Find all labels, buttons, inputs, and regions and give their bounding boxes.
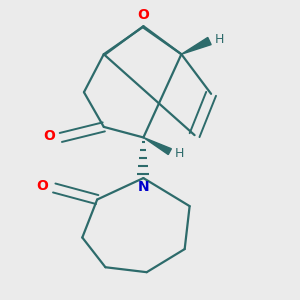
Text: H: H: [214, 33, 224, 46]
Text: N: N: [138, 180, 149, 194]
Text: O: O: [36, 179, 48, 193]
Text: O: O: [43, 129, 55, 143]
Text: O: O: [137, 8, 149, 22]
Polygon shape: [182, 38, 211, 54]
Polygon shape: [143, 137, 171, 154]
Text: H: H: [175, 147, 184, 160]
